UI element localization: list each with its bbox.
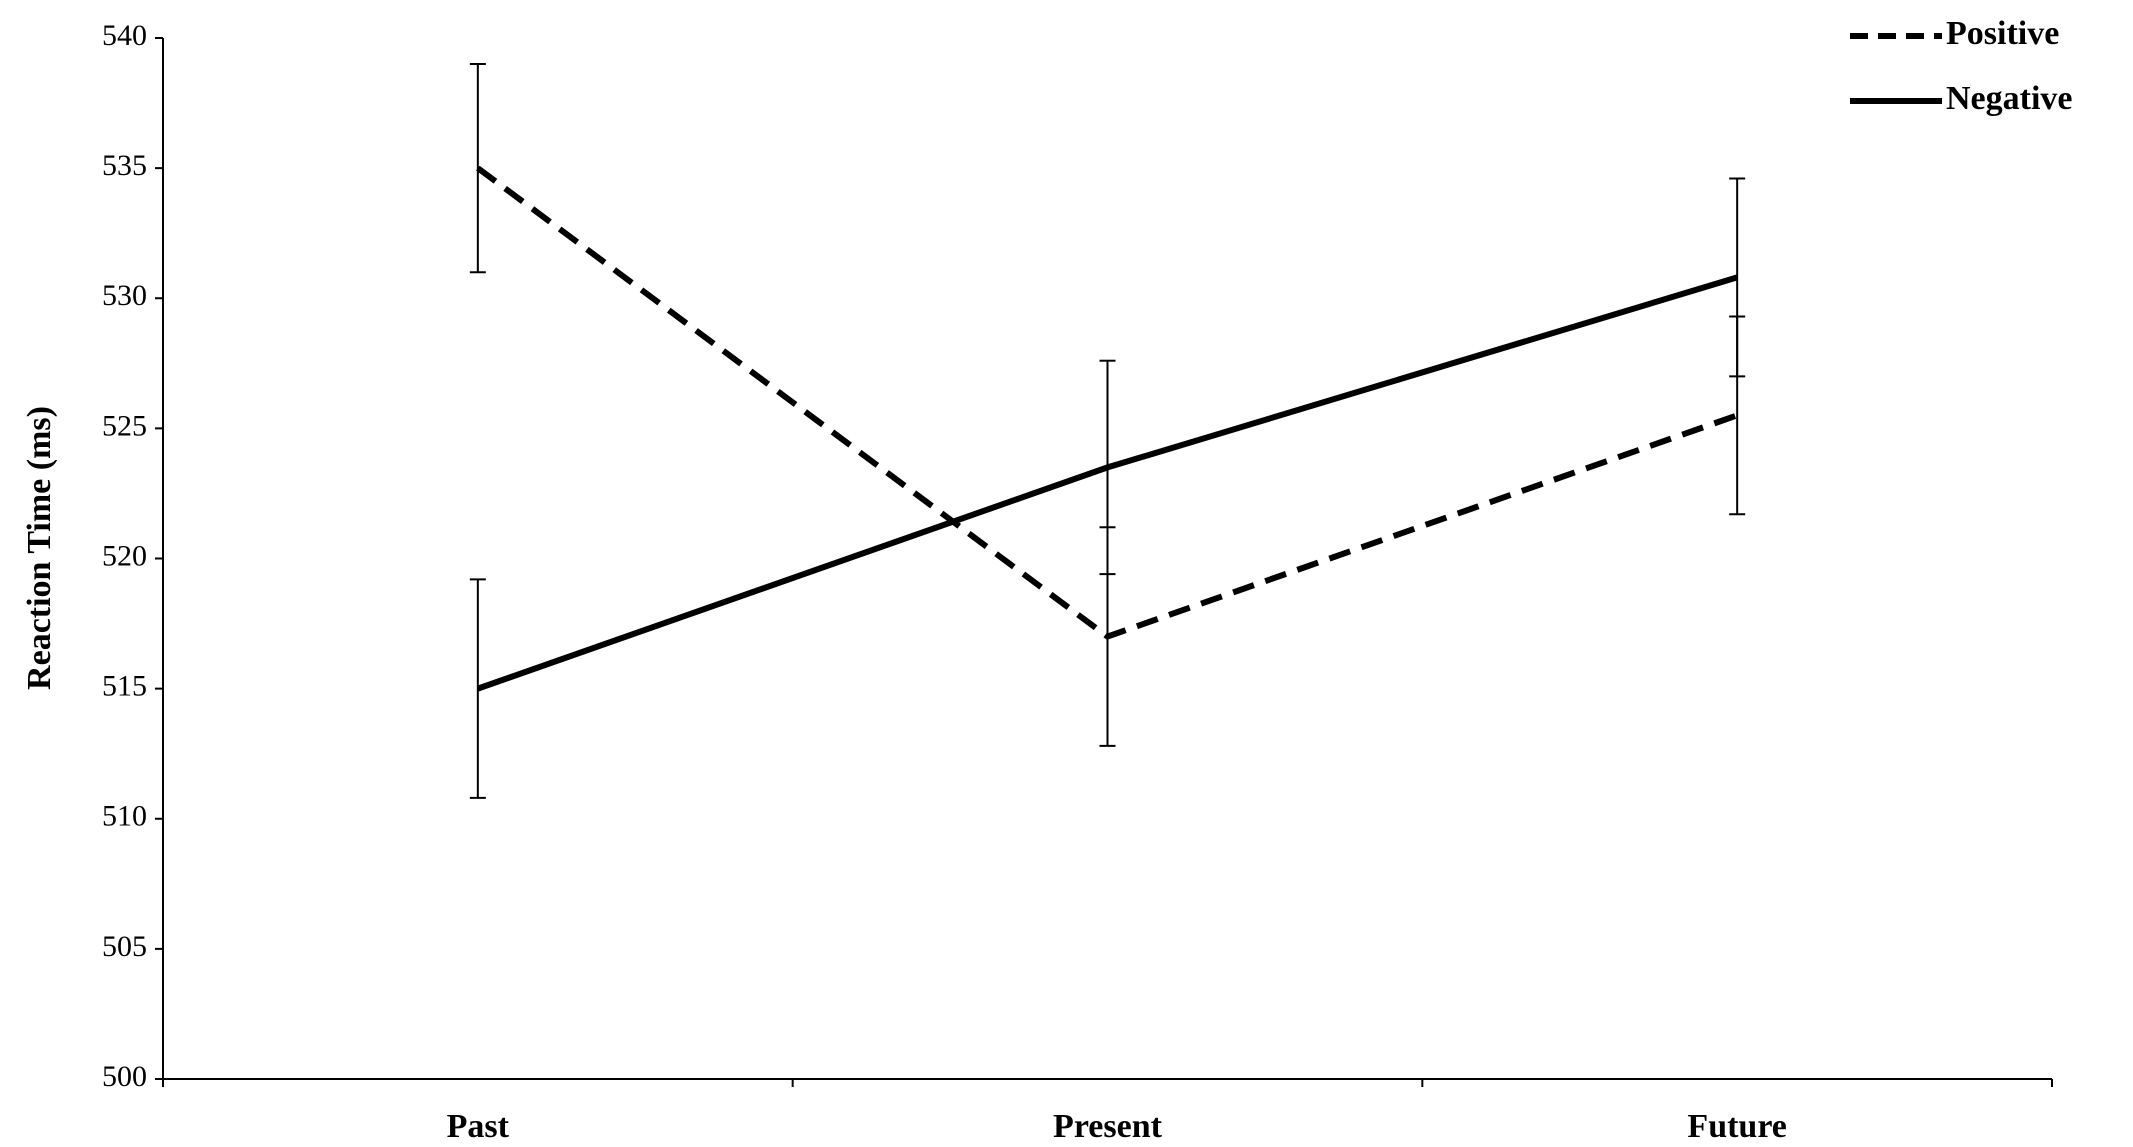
x-tick-label: Present <box>1053 1108 1163 1145</box>
legend-label: Negative <box>1946 80 2073 117</box>
y-tick-label: 510 <box>102 800 147 833</box>
y-tick-label: 515 <box>102 670 147 703</box>
x-tick-label: Future <box>1687 1108 1786 1145</box>
y-axis-label: Reaction Time (ms) <box>21 406 58 690</box>
y-tick-label: 530 <box>102 279 147 312</box>
series-line <box>476 165 1739 640</box>
y-tick-label: 525 <box>102 409 147 442</box>
y-tick-label: 500 <box>102 1060 147 1093</box>
y-tick-label: 520 <box>102 539 147 572</box>
y-tick-label: 540 <box>102 19 147 52</box>
series-line <box>476 274 1739 692</box>
legend-label: Positive <box>1946 15 2059 52</box>
y-tick-label: 535 <box>102 149 147 182</box>
y-tick-label: 505 <box>102 930 147 963</box>
x-tick-label: Past <box>447 1108 510 1145</box>
